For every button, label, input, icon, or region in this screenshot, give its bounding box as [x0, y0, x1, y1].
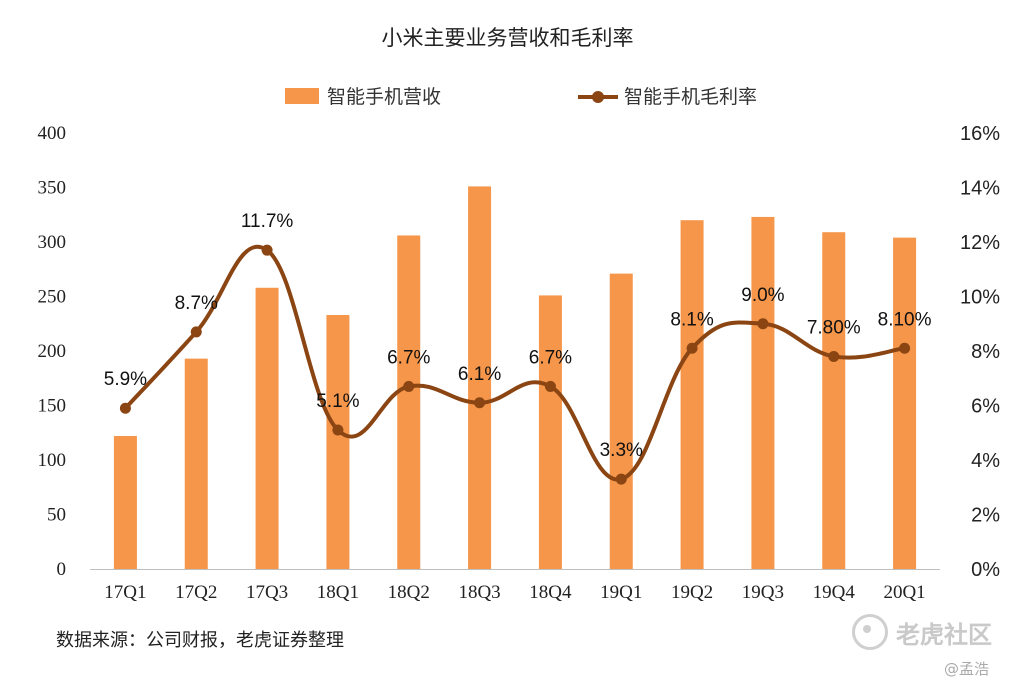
revenue-bar — [255, 287, 279, 569]
revenue-bar — [893, 237, 917, 569]
legend-label-revenue: 智能手机营收 — [327, 86, 442, 108]
margin-data-label: 8.1% — [670, 309, 713, 330]
margin-point — [757, 318, 769, 330]
y-left-tick-label: 200 — [38, 341, 67, 362]
data-source-note: 数据来源：公司财报，老虎证券整理 — [56, 630, 344, 651]
margin-point — [615, 473, 627, 485]
margin-line — [123, 245, 905, 482]
chart-title: 小米主要业务营收和毛利率 — [381, 26, 634, 50]
x-tick-label: 20Q1 — [883, 582, 925, 603]
margin-point — [332, 424, 344, 436]
y-left-tick-label: 150 — [38, 396, 67, 417]
author-tag: @孟浩 — [944, 660, 990, 678]
margin-point — [261, 244, 273, 256]
y-right-tick-label: 6% — [971, 396, 1000, 418]
y-right-tick-label: 12% — [960, 232, 1000, 254]
y-left-tick-label: 50 — [47, 505, 66, 526]
margin-point — [119, 402, 131, 414]
revenue-bar — [468, 186, 492, 569]
y-right-tick-label: 16% — [960, 123, 1000, 145]
x-tick-label: 18Q2 — [388, 582, 430, 603]
y-left-tick-label: 0 — [57, 559, 67, 580]
x-tick-label: 19Q1 — [600, 582, 642, 603]
margin-data-label: 6.1% — [458, 364, 501, 385]
y-left-tick-label: 350 — [38, 178, 67, 199]
y-right-tick-label: 4% — [971, 450, 1000, 472]
revenue-bar — [184, 358, 208, 569]
margin-point — [544, 380, 556, 392]
revenue-bar — [609, 273, 633, 569]
x-tick-label: 18Q4 — [529, 582, 572, 603]
revenue-bar — [680, 220, 704, 569]
margin-data-label: 9.0% — [741, 285, 784, 306]
y-right-tick-label: 14% — [960, 178, 1000, 200]
tiger-logo-icon — [852, 614, 888, 650]
margin-point — [190, 326, 202, 338]
y-left-tick-label: 100 — [38, 450, 67, 471]
revenue-bar — [822, 232, 846, 569]
revenue-bar — [538, 295, 562, 569]
margin-data-label: 5.9% — [104, 369, 147, 390]
revenue-bar — [113, 436, 137, 569]
x-tick-label: 18Q3 — [458, 582, 500, 603]
x-tick-label: 17Q1 — [104, 582, 146, 603]
x-tick-label: 19Q2 — [671, 582, 713, 603]
margin-data-label: 8.10% — [878, 309, 932, 330]
margin-data-label: 8.7% — [175, 293, 218, 314]
margin-point — [686, 342, 698, 354]
legend-item-margin: 智能手机毛利率 — [578, 82, 757, 109]
y-right-tick-label: 2% — [971, 505, 1000, 527]
legend-bar-swatch — [285, 87, 319, 104]
legend-label-margin: 智能手机毛利率 — [624, 86, 758, 108]
margin-point — [899, 342, 911, 354]
revenue-bar — [326, 315, 350, 569]
watermark: 老虎社区 — [852, 614, 992, 650]
margin-point — [828, 350, 840, 362]
legend-item-revenue: 智能手机营收 — [285, 82, 441, 109]
margin-data-label: 11.7% — [241, 211, 294, 232]
margin-point — [403, 380, 415, 392]
margin-data-label: 3.3% — [600, 440, 643, 461]
margin-data-label: 5.1% — [316, 391, 359, 412]
margin-data-label: 6.7% — [387, 347, 430, 368]
margin-data-label: 6.7% — [529, 347, 572, 368]
revenue-bar — [397, 235, 421, 569]
revenue-bar — [751, 216, 775, 569]
y-left-tick-label: 400 — [38, 123, 67, 144]
legend-line-swatch — [578, 88, 618, 104]
y-right-tick-label: 0% — [971, 559, 1000, 581]
y-left-tick-label: 250 — [38, 287, 67, 308]
x-tick-label: 17Q3 — [246, 582, 288, 603]
margin-data-label: 7.80% — [807, 317, 861, 338]
watermark-text: 老虎社区 — [896, 620, 992, 649]
x-tick-label: 18Q1 — [317, 582, 359, 603]
x-tick-label: 19Q3 — [742, 582, 784, 603]
y-right-tick-label: 8% — [971, 341, 1000, 363]
y-left-tick-label: 300 — [38, 232, 67, 253]
margin-point — [474, 397, 486, 409]
y-right-tick-label: 10% — [960, 287, 1000, 309]
x-tick-label: 19Q4 — [813, 582, 856, 603]
x-tick-label: 17Q2 — [175, 582, 217, 603]
